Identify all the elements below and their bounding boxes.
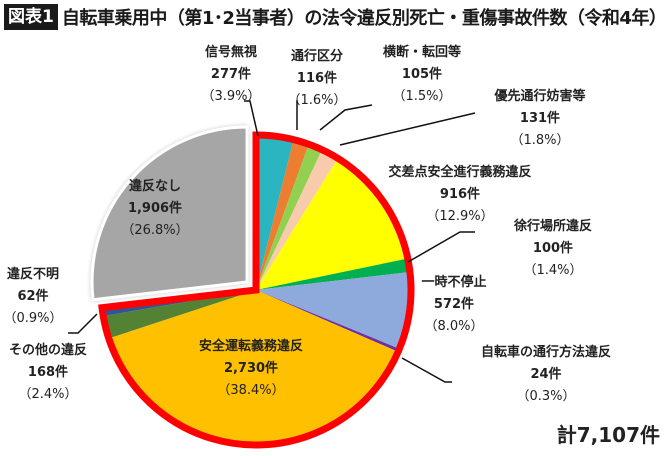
label-pct: （1.6%） (287, 93, 347, 108)
label-bicycle-method: 自転車の通行方法違反 24件 （0.3%） (466, 342, 626, 408)
label-count: 916件 (439, 187, 481, 202)
figure-badge: 図表1 (4, 4, 58, 30)
leader-line (339, 112, 476, 146)
label-count: 168件 (27, 365, 69, 380)
label-pct: （1.5%） (392, 89, 452, 104)
label-pct: （26.8%） (121, 223, 189, 238)
pie-slice (256, 158, 408, 290)
label-other: その他の違反 168件 （2.4%） (0, 340, 96, 406)
total-count: 計7,107件 (556, 423, 660, 447)
label-name: 横断・転回等 (382, 45, 461, 60)
chart-title: 図表1 自転車乗用中（第1･2当事者）の法令違反別死亡・重傷事故件数（令和4年） (4, 2, 667, 32)
pie-slice (256, 290, 400, 352)
label-count: 100件 (532, 241, 574, 256)
label-count: 572件 (433, 297, 475, 312)
label-name: 交差点安全進行義務違反 (388, 165, 532, 180)
label-count: 62件 (17, 289, 49, 304)
label-pct: （8.0%） (424, 319, 484, 334)
label-slow-zone: 徐行場所違反 100件 （1.4%） (498, 216, 608, 282)
title-text: 自転車乗用中（第1･2当事者）の法令違反別死亡・重傷事故件数（令和4年） (61, 8, 667, 29)
pie-slice (256, 258, 410, 290)
label-pct: （1.8%） (510, 133, 570, 148)
label-name: その他の違反 (8, 343, 87, 358)
label-unknown: 違反不明 62件 （0.9%） (0, 264, 66, 330)
pie-slice (90, 125, 249, 302)
label-crossing: 横断・転回等 105件 （1.5%） (372, 42, 472, 108)
pie-slice (256, 139, 309, 290)
label-pct: （12.9%） (426, 209, 494, 224)
label-signal: 信号無視 277件 （3.9%） (196, 42, 266, 108)
label-no-violation: 違反なし 1,906件 （26.8%） (100, 176, 210, 242)
label-pct: （1.4%） (523, 263, 583, 278)
label-count: 2,730件 (223, 361, 279, 376)
label-priority: 優先通行妨害等 131件 （1.8%） (480, 86, 600, 152)
pie-slice (256, 135, 294, 290)
pie-slice (256, 271, 411, 349)
leader-line (68, 313, 98, 334)
label-pct: （2.4%） (18, 387, 78, 402)
label-pct: （0.9%） (3, 311, 63, 326)
label-name: 違反なし (128, 179, 181, 194)
leader-line (401, 357, 452, 383)
label-name: 自転車の通行方法違反 (480, 345, 611, 360)
leader-line (407, 231, 475, 263)
label-count: 1,906件 (127, 201, 183, 216)
label-name: 徐行場所違反 (513, 219, 592, 234)
label-pct: （0.3%） (516, 389, 576, 404)
label-name: 通行区分 (290, 49, 343, 64)
leader-line (244, 100, 259, 137)
label-name: 優先通行妨害等 (494, 89, 586, 104)
label-count: 116件 (296, 71, 338, 86)
label-count: 24件 (530, 367, 562, 382)
label-intersection: 交差点安全進行義務違反 916件 （12.9%） (372, 162, 548, 228)
label-name: 信号無視 (204, 45, 257, 60)
label-pct: （38.4%） (217, 383, 285, 398)
label-count: 277件 (210, 67, 252, 82)
violation-outline (98, 131, 415, 449)
label-name: 一時不停止 (421, 275, 487, 290)
label-stop: 一時不停止 572件 （8.0%） (412, 272, 496, 338)
pie-slice (256, 144, 323, 290)
label-pct: （3.9%） (201, 89, 261, 104)
pie-slice (103, 290, 256, 339)
label-safe-driving: 安全運転義務違反 2,730件 （38.4%） (176, 336, 326, 402)
pie-slice (108, 290, 399, 445)
leader-line (319, 104, 373, 131)
label-name: 安全運転義務違反 (198, 339, 303, 354)
pie-slice (256, 149, 338, 290)
label-count: 105件 (401, 67, 443, 82)
label-name: 違反不明 (6, 267, 59, 282)
label-lane: 通行区分 116件 （1.6%） (282, 46, 352, 112)
label-count: 131件 (519, 111, 561, 126)
